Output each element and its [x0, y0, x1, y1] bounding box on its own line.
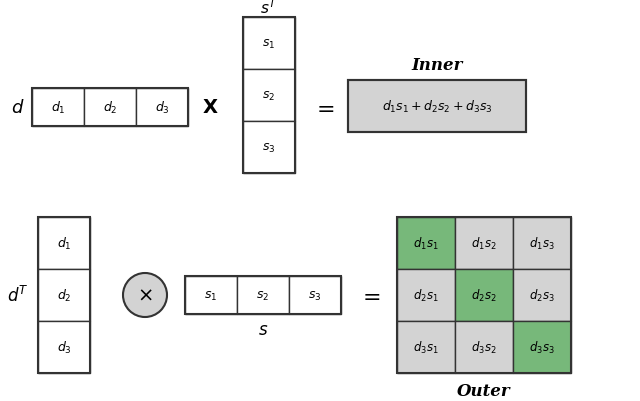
- Bar: [32, 89, 84, 127]
- Bar: [513, 269, 571, 321]
- Bar: [243, 122, 295, 174]
- Text: $d_2 s_3$: $d_2 s_3$: [529, 287, 555, 303]
- Text: Inner: Inner: [412, 57, 463, 73]
- Text: $s_2$: $s_2$: [257, 289, 269, 302]
- Bar: [243, 18, 295, 70]
- Text: $s_3$: $s_3$: [308, 289, 322, 302]
- Text: $d_1 s_1$: $d_1 s_1$: [413, 235, 439, 251]
- Bar: [185, 276, 341, 314]
- Bar: [455, 217, 513, 269]
- Text: $s_1$: $s_1$: [262, 37, 276, 51]
- Text: $d_3 s_3$: $d_3 s_3$: [529, 339, 555, 355]
- Circle shape: [123, 273, 167, 317]
- Text: $\mathbf{X}$: $\mathbf{X}$: [202, 99, 218, 117]
- Bar: [185, 276, 237, 314]
- Text: $d_1 s_2$: $d_1 s_2$: [471, 235, 497, 251]
- Text: $d_1 s_3$: $d_1 s_3$: [529, 235, 555, 251]
- Bar: [397, 217, 571, 373]
- Text: $=$: $=$: [358, 284, 380, 306]
- Bar: [455, 321, 513, 373]
- Bar: [289, 276, 341, 314]
- Bar: [38, 217, 90, 269]
- Bar: [397, 269, 455, 321]
- Bar: [455, 269, 513, 321]
- Text: $d_1$: $d_1$: [51, 100, 65, 116]
- Text: $d^T$: $d^T$: [7, 285, 29, 305]
- Text: $=$: $=$: [312, 97, 334, 119]
- Bar: [84, 89, 136, 127]
- Bar: [38, 269, 90, 321]
- Bar: [237, 276, 289, 314]
- Bar: [32, 89, 188, 127]
- Text: $d_2 s_1$: $d_2 s_1$: [413, 287, 439, 303]
- Text: $d_2 s_2$: $d_2 s_2$: [471, 287, 497, 303]
- Text: $d_1 s_1 + d_2 s_2 + d_3 s_3$: $d_1 s_1 + d_2 s_2 + d_3 s_3$: [381, 99, 492, 115]
- Text: $d$: $d$: [12, 99, 25, 117]
- Bar: [38, 217, 90, 373]
- Text: $d_3 s_1$: $d_3 s_1$: [413, 339, 439, 355]
- Text: $d_3$: $d_3$: [155, 100, 170, 116]
- Bar: [243, 70, 295, 122]
- Bar: [136, 89, 188, 127]
- Bar: [397, 321, 455, 373]
- Text: $s_1$: $s_1$: [204, 289, 218, 302]
- Text: $d_3$: $d_3$: [56, 339, 72, 355]
- Text: $\times$: $\times$: [137, 286, 153, 304]
- Text: $s$: $s$: [258, 322, 268, 339]
- Bar: [243, 18, 295, 174]
- Text: Outer: Outer: [457, 383, 511, 399]
- Text: $s^T$: $s^T$: [260, 0, 278, 17]
- Bar: [513, 321, 571, 373]
- Bar: [38, 321, 90, 373]
- Bar: [513, 217, 571, 269]
- Text: $d_2$: $d_2$: [57, 287, 71, 303]
- Bar: [397, 217, 455, 269]
- Text: $d_3 s_2$: $d_3 s_2$: [471, 339, 497, 355]
- Text: $s_3$: $s_3$: [262, 141, 276, 154]
- Bar: [348, 81, 526, 133]
- Bar: [348, 81, 526, 133]
- Text: $d_2$: $d_2$: [103, 100, 117, 116]
- Text: $s_2$: $s_2$: [262, 89, 276, 102]
- Text: $d_1$: $d_1$: [57, 235, 71, 251]
